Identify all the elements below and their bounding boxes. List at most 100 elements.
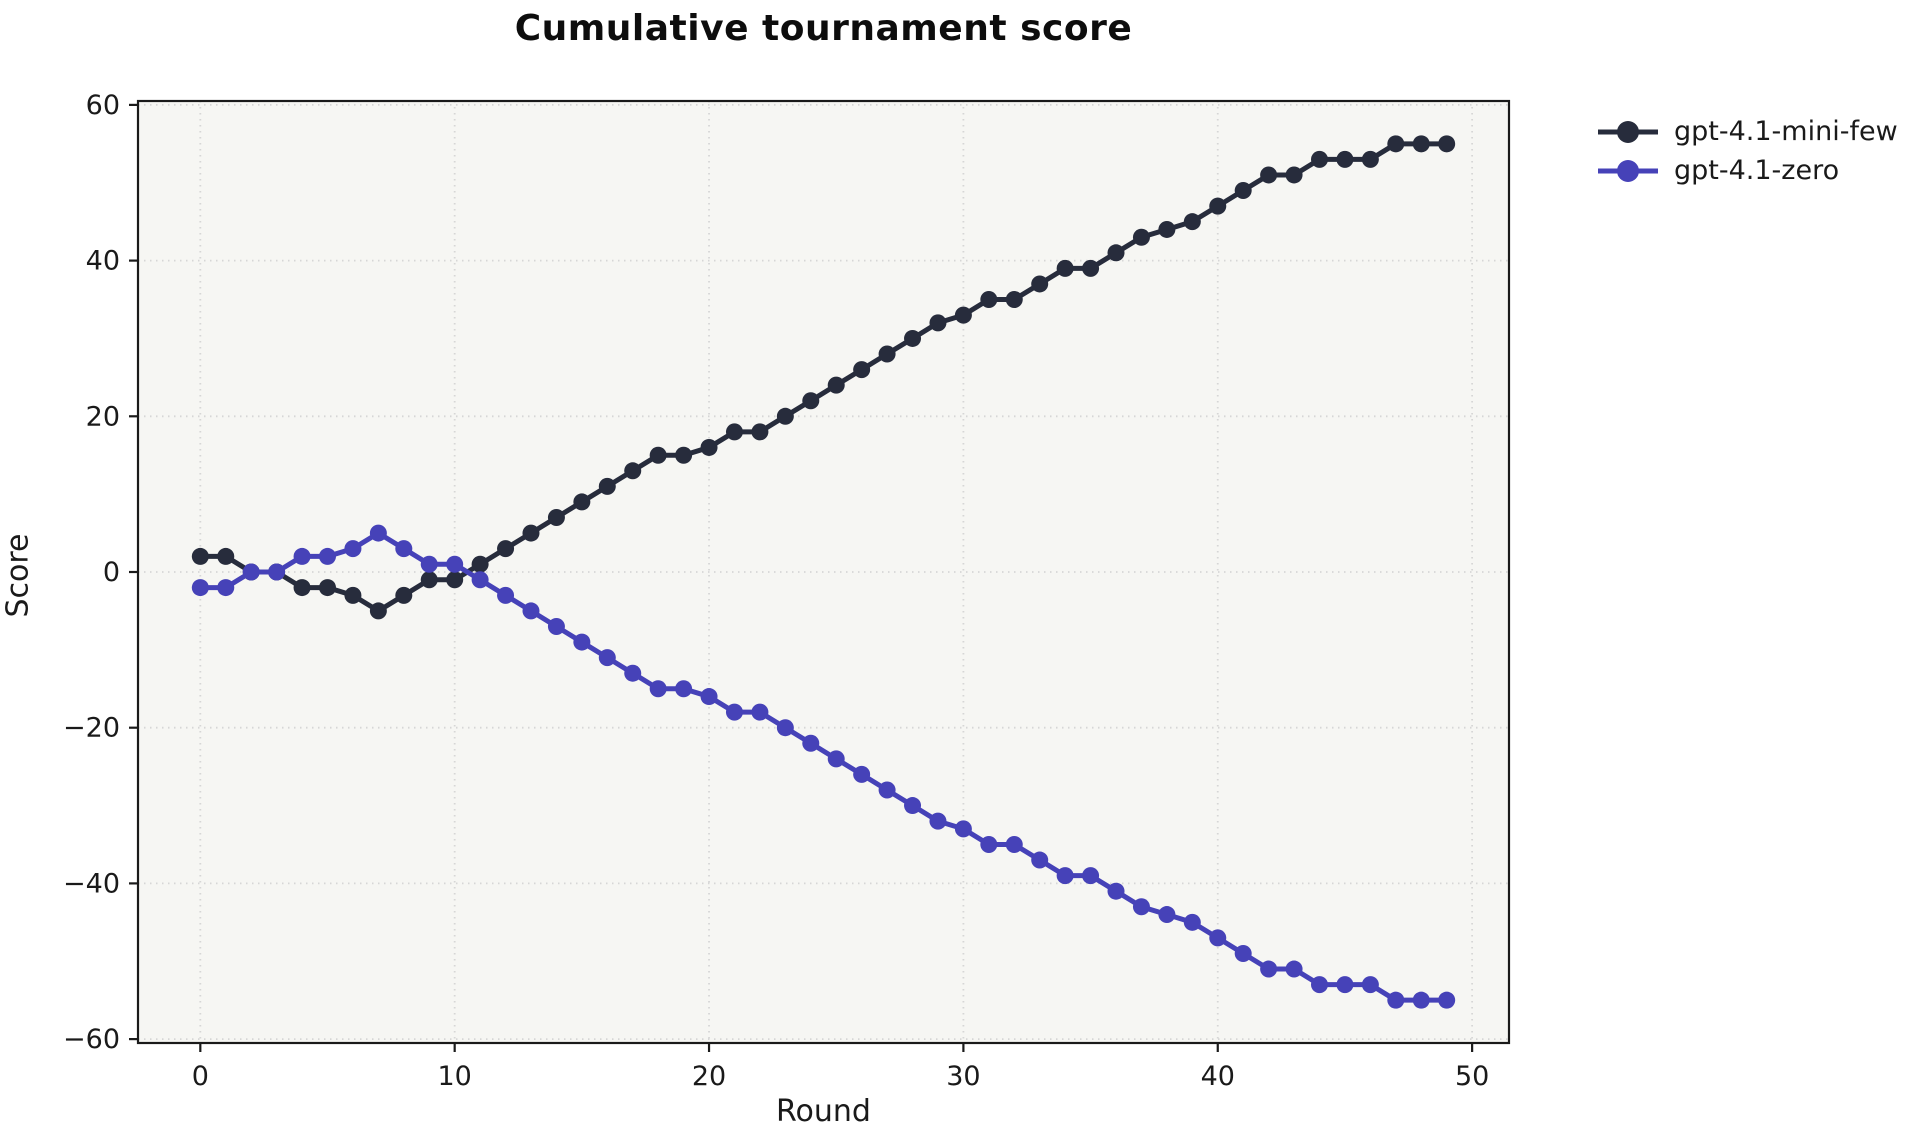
- data-point-gpt-4.1-mini-few: [1107, 244, 1125, 262]
- data-point-gpt-4.1-mini-few: [522, 524, 540, 542]
- y-tick-label: −40: [63, 868, 120, 899]
- data-point-gpt-4.1-mini-few: [420, 571, 438, 589]
- data-point-gpt-4.1-zero: [929, 812, 947, 830]
- data-point-gpt-4.1-zero: [853, 765, 871, 783]
- data-point-gpt-4.1-zero: [242, 563, 260, 581]
- data-point-gpt-4.1-mini-few: [1285, 166, 1303, 184]
- data-point-gpt-4.1-mini-few: [904, 329, 922, 347]
- data-point-gpt-4.1-zero: [1082, 867, 1100, 885]
- data-point-gpt-4.1-mini-few: [318, 579, 336, 597]
- legend-marker-zero-icon: [1598, 159, 1658, 182]
- data-point-gpt-4.1-zero: [344, 540, 362, 558]
- data-point-gpt-4.1-mini-few: [1438, 135, 1456, 153]
- legend: gpt-4.1-mini-few gpt-4.1-zero: [1596, 116, 1898, 186]
- data-point-gpt-4.1-mini-few: [827, 376, 845, 394]
- data-point-gpt-4.1-zero: [1031, 851, 1049, 869]
- y-tick-label: 40: [86, 246, 120, 277]
- data-point-gpt-4.1-zero: [1260, 960, 1278, 978]
- data-point-gpt-4.1-zero: [497, 586, 515, 604]
- data-point-gpt-4.1-mini-few: [1056, 259, 1074, 277]
- data-point-gpt-4.1-zero: [191, 579, 209, 597]
- data-point-gpt-4.1-zero: [598, 649, 616, 667]
- legend-label-zero: gpt-4.1-zero: [1674, 155, 1840, 186]
- data-point-gpt-4.1-zero: [293, 547, 311, 565]
- data-point-gpt-4.1-zero: [547, 617, 565, 635]
- data-point-gpt-4.1-zero: [1132, 898, 1150, 916]
- data-point-gpt-4.1-mini-few: [1031, 275, 1049, 293]
- legend-row-mini-few: gpt-4.1-mini-few: [1596, 116, 1898, 147]
- data-point-gpt-4.1-zero: [1285, 960, 1303, 978]
- data-point-gpt-4.1-mini-few: [598, 477, 616, 495]
- data-point-gpt-4.1-mini-few: [1260, 166, 1278, 184]
- data-point-gpt-4.1-mini-few: [471, 555, 489, 573]
- data-point-gpt-4.1-zero: [471, 571, 489, 589]
- y-tick-label: −60: [63, 1024, 120, 1055]
- data-point-gpt-4.1-zero: [827, 750, 845, 768]
- data-point-gpt-4.1-mini-few: [1361, 150, 1379, 168]
- data-point-gpt-4.1-zero: [751, 703, 769, 721]
- data-point-gpt-4.1-mini-few: [725, 423, 743, 441]
- data-point-gpt-4.1-mini-few: [1234, 182, 1252, 200]
- data-point-gpt-4.1-mini-few: [929, 314, 947, 332]
- data-point-gpt-4.1-zero: [1107, 882, 1125, 900]
- data-point-gpt-4.1-zero: [1056, 867, 1074, 885]
- data-point-gpt-4.1-mini-few: [369, 602, 387, 620]
- data-point-gpt-4.1-zero: [1209, 929, 1227, 947]
- x-tick-label: 50: [1455, 1061, 1489, 1092]
- data-point-gpt-4.1-mini-few: [217, 547, 235, 565]
- data-point-gpt-4.1-zero: [1183, 913, 1201, 931]
- y-axis-label: Score: [0, 533, 36, 618]
- data-point-gpt-4.1-zero: [1336, 976, 1354, 994]
- data-point-gpt-4.1-zero: [649, 680, 667, 698]
- data-point-gpt-4.1-mini-few: [344, 586, 362, 604]
- x-tick-label: 0: [192, 1061, 209, 1092]
- data-point-gpt-4.1-zero: [904, 797, 922, 815]
- data-point-gpt-4.1-mini-few: [1387, 135, 1405, 153]
- data-point-gpt-4.1-mini-few: [1412, 135, 1430, 153]
- data-point-gpt-4.1-mini-few: [649, 446, 667, 464]
- data-point-gpt-4.1-mini-few: [1311, 150, 1329, 168]
- data-point-gpt-4.1-zero: [725, 703, 743, 721]
- data-point-gpt-4.1-mini-few: [547, 509, 565, 527]
- data-point-gpt-4.1-zero: [675, 680, 693, 698]
- y-tick-label: 20: [86, 401, 120, 432]
- data-point-gpt-4.1-zero: [369, 524, 387, 542]
- y-tick-label: −20: [63, 713, 120, 744]
- data-point-gpt-4.1-mini-few: [776, 407, 794, 425]
- data-point-gpt-4.1-mini-few: [700, 438, 718, 456]
- data-point-gpt-4.1-zero: [217, 579, 235, 597]
- x-axis-label: Round: [776, 1094, 871, 1129]
- data-point-gpt-4.1-mini-few: [675, 446, 693, 464]
- data-point-gpt-4.1-zero: [980, 835, 998, 853]
- x-tick-label: 40: [1201, 1061, 1235, 1092]
- data-point-gpt-4.1-zero: [1412, 991, 1430, 1009]
- data-point-gpt-4.1-mini-few: [1336, 150, 1354, 168]
- data-point-gpt-4.1-mini-few: [1132, 228, 1150, 246]
- data-point-gpt-4.1-mini-few: [1082, 259, 1100, 277]
- data-point-gpt-4.1-mini-few: [1005, 291, 1023, 309]
- data-point-gpt-4.1-mini-few: [1158, 220, 1176, 238]
- data-point-gpt-4.1-mini-few: [751, 423, 769, 441]
- data-point-gpt-4.1-mini-few: [497, 540, 515, 558]
- data-point-gpt-4.1-zero: [700, 688, 718, 706]
- data-point-gpt-4.1-zero: [268, 563, 286, 581]
- data-point-gpt-4.1-mini-few: [624, 462, 642, 480]
- data-point-gpt-4.1-mini-few: [293, 579, 311, 597]
- data-point-gpt-4.1-zero: [1234, 944, 1252, 962]
- data-point-gpt-4.1-zero: [954, 820, 972, 838]
- data-point-gpt-4.1-mini-few: [878, 345, 896, 363]
- data-point-gpt-4.1-mini-few: [573, 493, 591, 511]
- legend-marker-mini-few-icon: [1598, 120, 1658, 143]
- data-point-gpt-4.1-mini-few: [802, 392, 820, 410]
- legend-row-zero: gpt-4.1-zero: [1596, 155, 1898, 186]
- data-point-gpt-4.1-zero: [1361, 976, 1379, 994]
- data-point-gpt-4.1-zero: [446, 555, 464, 573]
- data-point-gpt-4.1-zero: [318, 547, 336, 565]
- data-point-gpt-4.1-zero: [1005, 835, 1023, 853]
- data-point-gpt-4.1-zero: [1311, 976, 1329, 994]
- data-point-gpt-4.1-mini-few: [395, 586, 413, 604]
- data-point-gpt-4.1-mini-few: [954, 306, 972, 324]
- x-tick-label: 10: [437, 1061, 471, 1092]
- data-point-gpt-4.1-mini-few: [191, 547, 209, 565]
